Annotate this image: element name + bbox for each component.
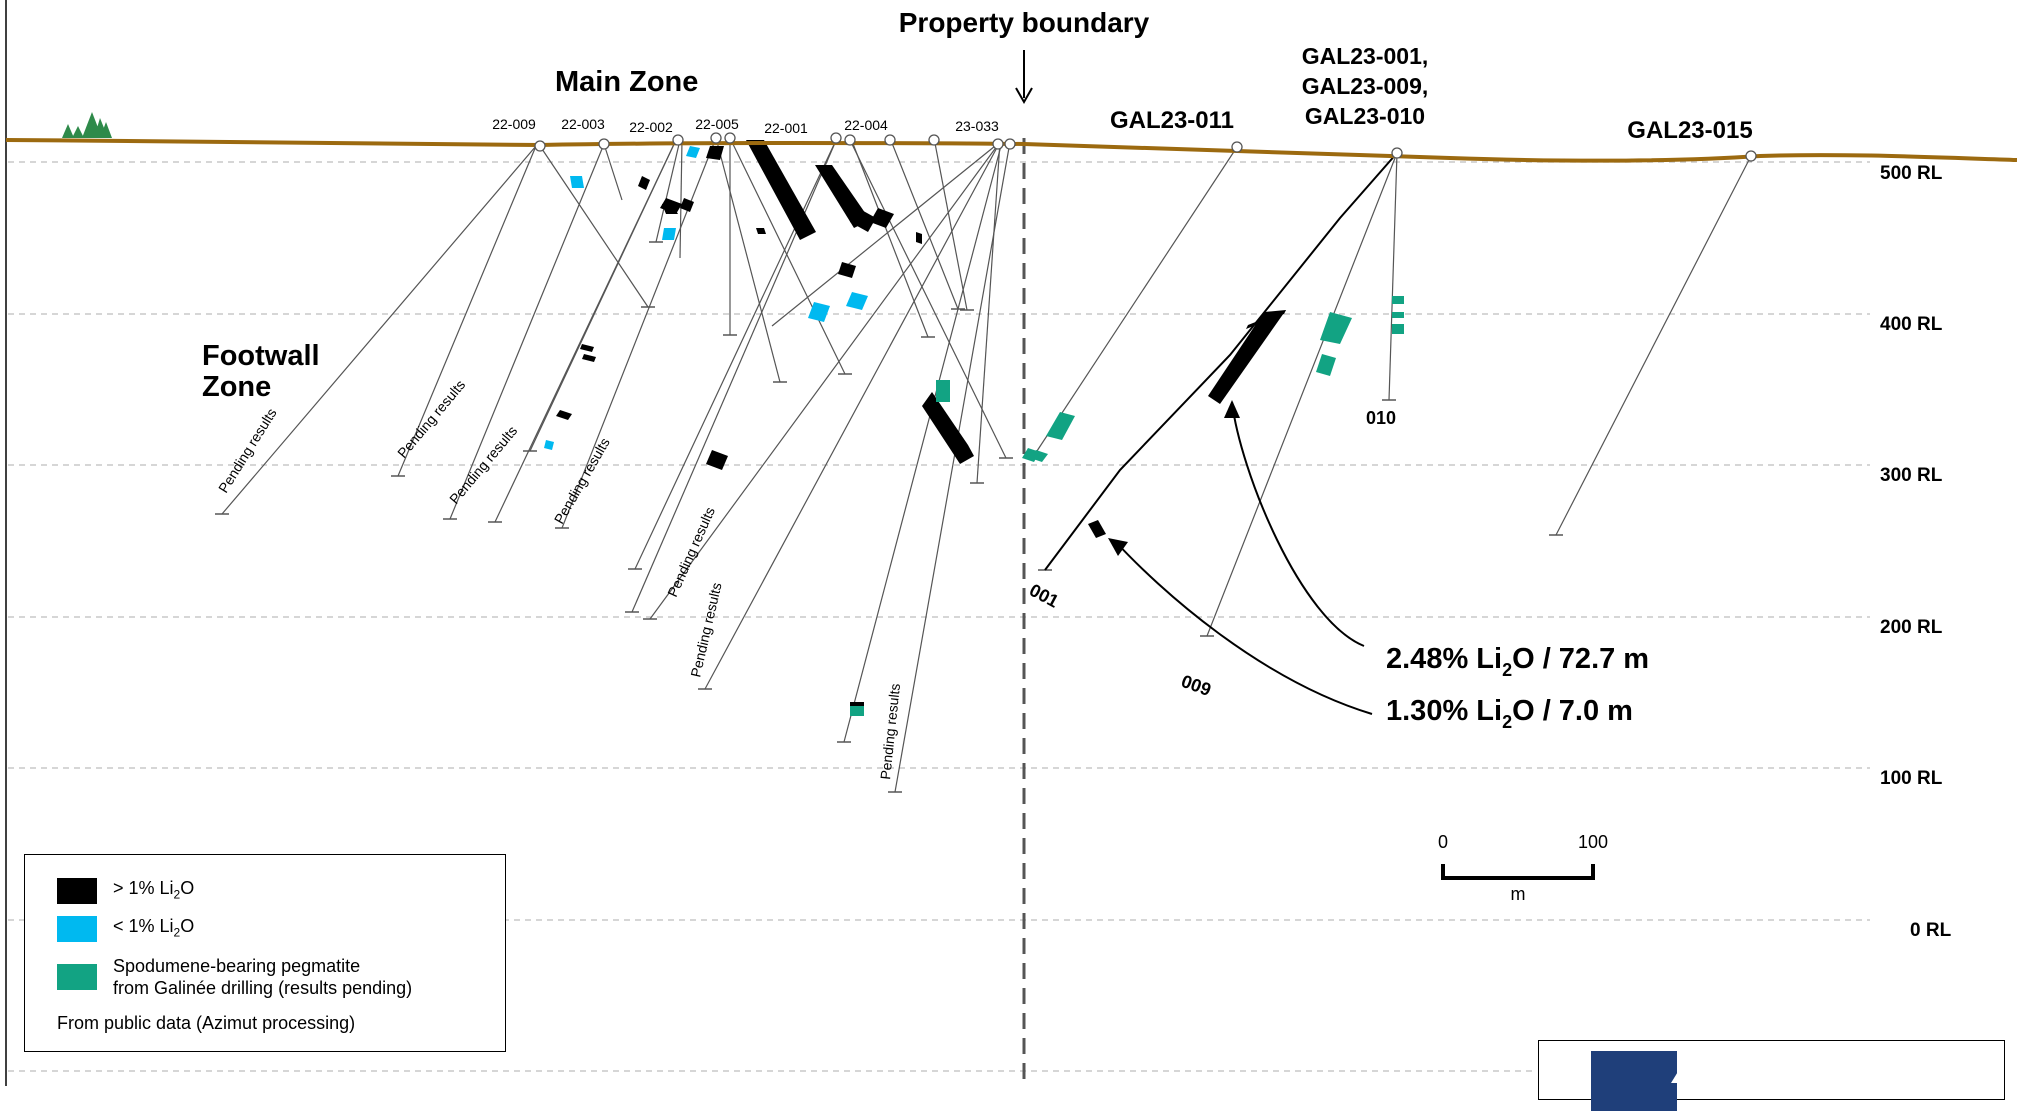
end-label-009: 009 (1179, 671, 1214, 700)
rl-label-100: 100 RL (1880, 768, 1943, 789)
hole-label-gal23-009: GAL23-009, (1302, 73, 1429, 99)
collar-label-22-004: 22-004 (844, 117, 888, 133)
rl-label-300: 300 RL (1880, 465, 1943, 486)
pending-label-1: Pending results (215, 405, 280, 495)
pending-label-4: Pending results (551, 435, 613, 527)
drill-end-ticks (215, 241, 1563, 793)
rl-label-500: 500 RL (1880, 163, 1943, 184)
intercepts-low-grade (544, 146, 868, 450)
rl-label-0: 0 RL (1910, 920, 1952, 941)
rl-label-400: 400 RL (1880, 314, 1943, 335)
rl-label-200: 200 RL (1880, 617, 1943, 638)
logo-box (1538, 1040, 2005, 1111)
intercept-label-2: 1.30% Li2O / 7.0 m (1386, 695, 1633, 732)
drill-trace-gal23-001 (1044, 152, 1398, 571)
legend-item-low-grade: < 1% Li2O (57, 915, 194, 944)
hole-label-gal23-011: GAL23-011 (1110, 107, 1234, 134)
end-label-001: 001 (1026, 580, 1062, 612)
footwall-zone-label-1: Footwall (202, 340, 320, 372)
legend: > 1% Li2O < 1% Li2O Spodumene-bearing pe… (24, 854, 506, 1052)
collar-label-22-005: 22-005 (695, 116, 739, 132)
collar-label-22-003: 22-003 (561, 116, 605, 132)
legend-label-spodumene: Spodumene-bearing pegmatite from Galinée … (113, 956, 413, 998)
scale-zero: 0 (1438, 832, 1448, 852)
pending-label-2: Pending results (394, 377, 468, 461)
intercepts-high-grade (556, 140, 1286, 708)
collar-label-22-009: 22-009 (492, 116, 536, 132)
legend-label-low-grade: < 1% Li2O (113, 916, 195, 940)
hole-label-gal23-010: GAL23-010 (1305, 103, 1425, 129)
topography-line (5, 138, 2017, 163)
scale-bar: 0 100 m (1438, 832, 1608, 904)
collar-label-23-033: 23-033 (955, 118, 999, 134)
end-label-010: 010 (1366, 408, 1396, 428)
callout-arrowheads (1108, 400, 1240, 556)
collar-label-22-002: 22-002 (629, 119, 673, 135)
scale-unit: m (1511, 884, 1526, 904)
arrow-down-icon (1015, 50, 1033, 105)
legend-swatch-spodumene (57, 964, 97, 990)
legend-swatch-low-grade (57, 916, 97, 943)
drill-traces-galinee (1034, 146, 1752, 637)
collar-label-22-001: 22-001 (764, 120, 808, 136)
tree-icon (62, 112, 112, 138)
main-zone-label: Main Zone (555, 66, 698, 98)
section-svg: 500 RL 400 RL 300 RL 200 RL 100 RL 0 RL … (5, 0, 2017, 1086)
legend-label-high-grade: > 1% Li2O (113, 878, 195, 902)
legend-swatch-high-grade (57, 878, 97, 905)
legend-item-spodumene: Spodumene-bearing pegmatite from Galinée … (57, 955, 412, 999)
scale-hundred: 100 (1578, 832, 1608, 852)
footwall-zone-label-2: Zone (202, 371, 271, 403)
pending-label-3: Pending results (446, 423, 520, 507)
hole-label-gal23-015: GAL23-015 (1627, 117, 1752, 144)
collar-markers (534, 132, 1757, 162)
callout-arrows (1113, 401, 1373, 715)
legend-note: From public data (Azimut processing) (57, 1013, 356, 1033)
logo-icon (1591, 1051, 1703, 1111)
intercept-label-1: 2.48% Li2O / 72.7 m (1386, 643, 1649, 680)
property-boundary-title: Property boundary (899, 7, 1150, 38)
legend-item-high-grade: > 1% Li2O (57, 877, 194, 906)
intercepts-spodumene (850, 296, 1404, 716)
cross-section: 500 RL 400 RL 300 RL 200 RL 100 RL 0 RL … (5, 0, 2017, 1111)
hole-label-gal23-001: GAL23-001, (1302, 43, 1429, 69)
